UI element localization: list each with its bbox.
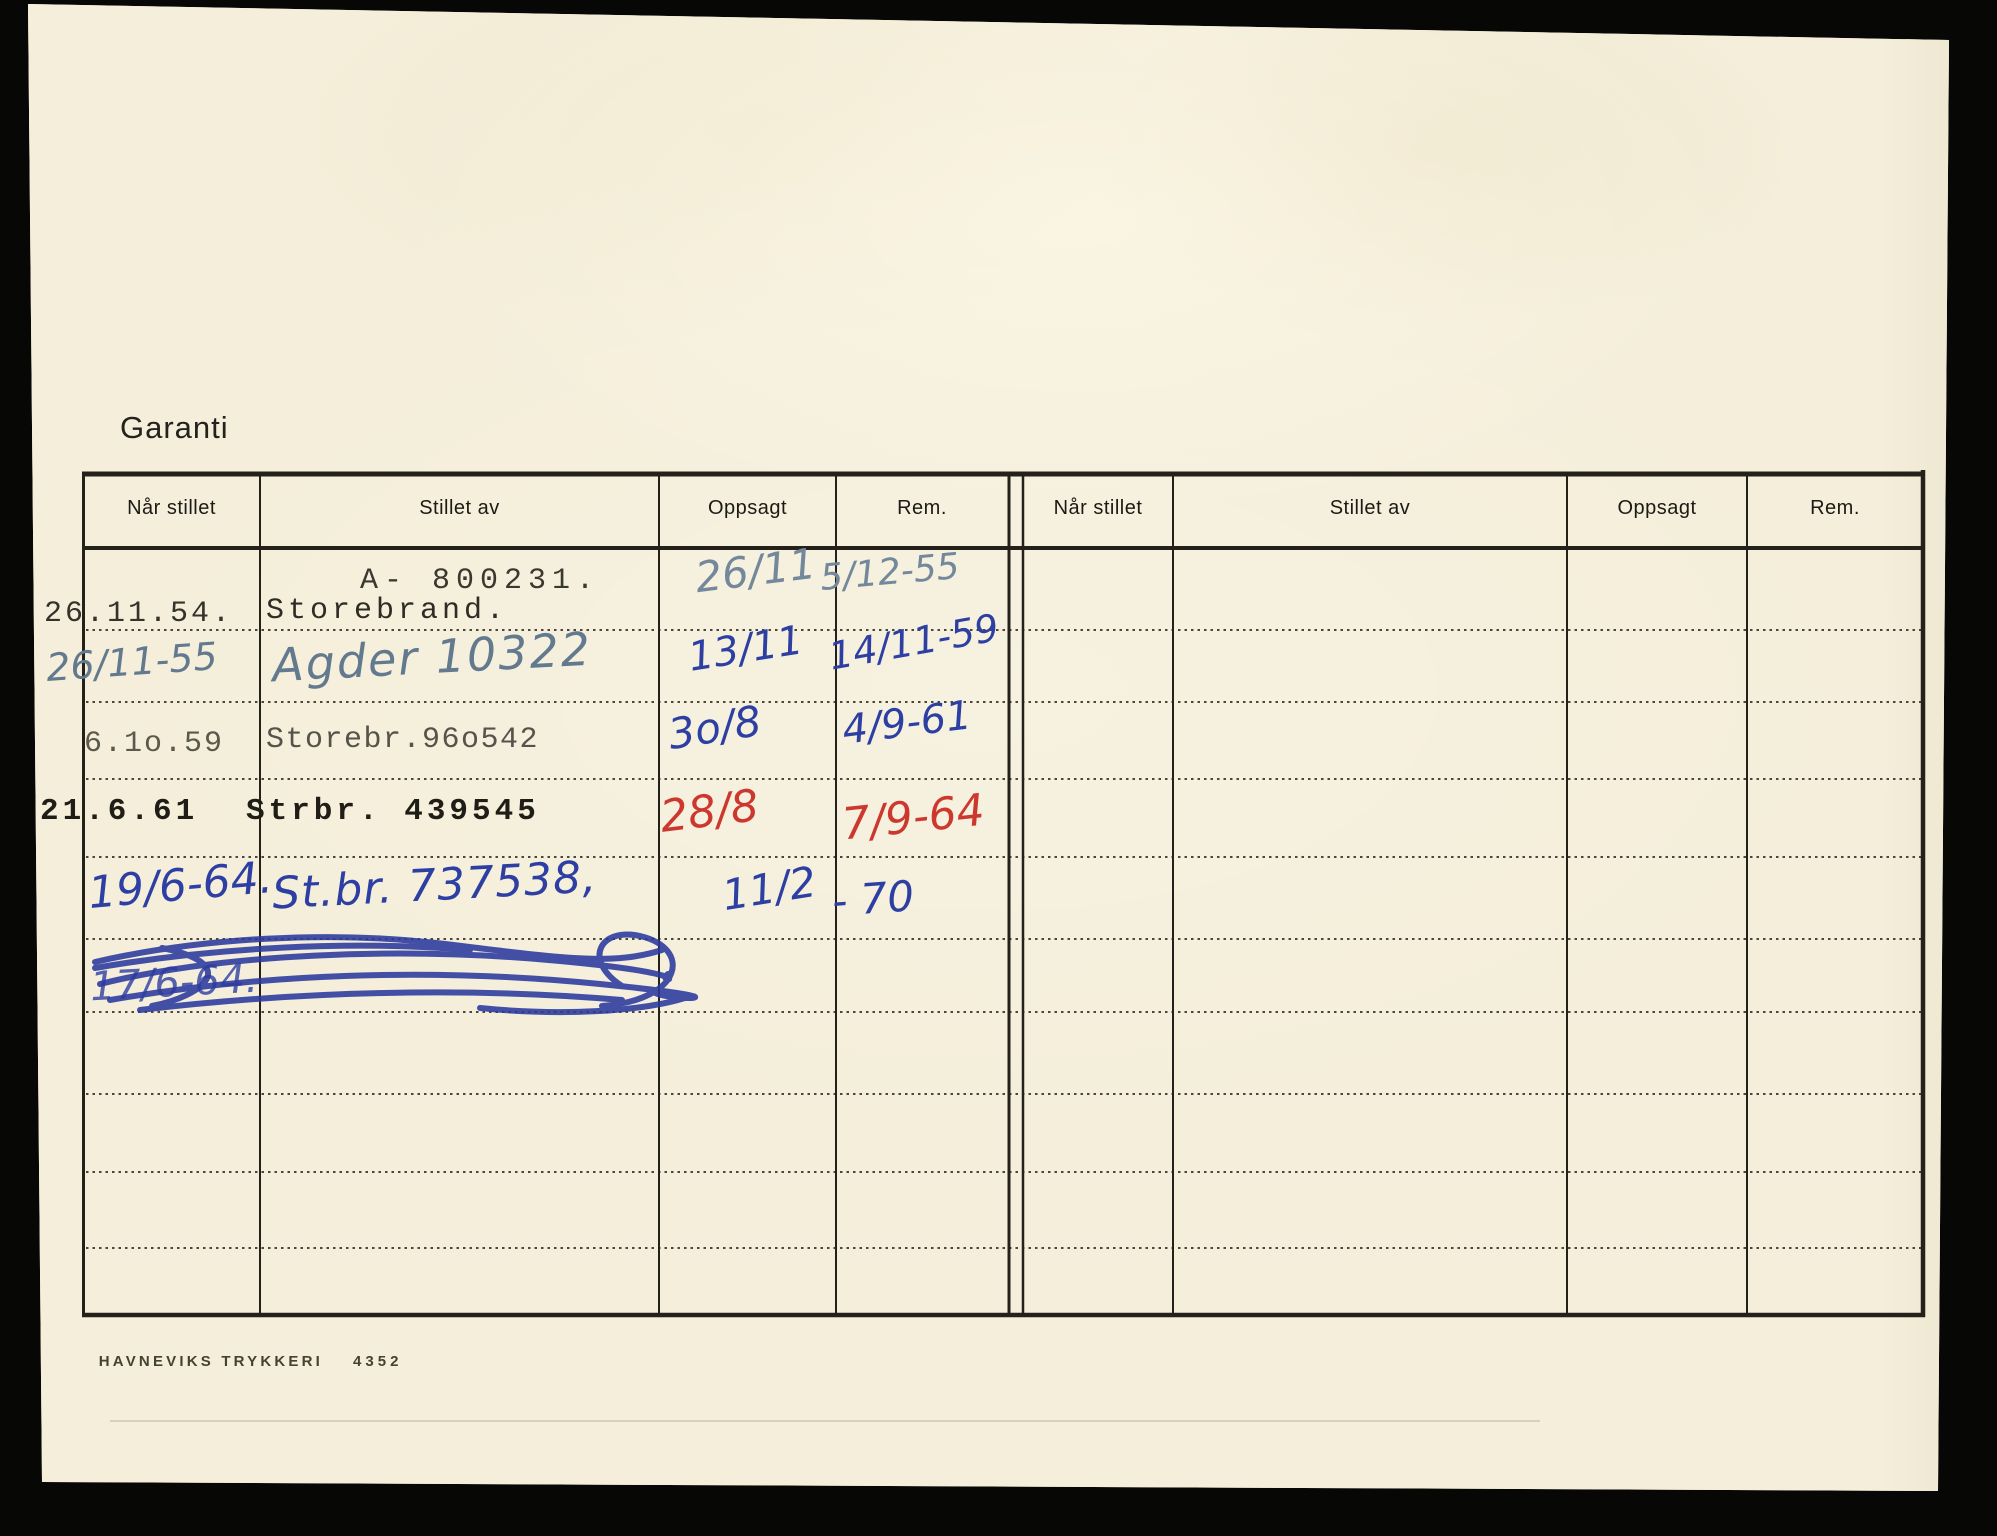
printer-mark: HAVNEVIKS TRYKKERI 4352 — [84, 1336, 402, 1370]
col-header-left-nar-stillet: Når stillet — [127, 497, 216, 519]
entry-row1-stillet-av-line2: Storebrand. — [266, 594, 509, 628]
col-header-left-oppsagt: Oppsagt — [707, 497, 788, 519]
entry-row4-stillet-av: Strbr. 439545 — [246, 794, 540, 829]
entry-row1-stillet-av-line1: A- 800231. — [360, 564, 601, 598]
col-header-right-nar-stillet: Når stillet — [1053, 497, 1143, 519]
printer-mark-number: 4352 — [353, 1353, 403, 1370]
entry-row3-stillet-av: Storebr.96o542 — [266, 723, 540, 757]
page-title: Garanti — [120, 410, 229, 445]
col-header-left-rem: Rem. — [897, 497, 947, 519]
entry-row1-nar-stillet: 26.11.54. — [44, 597, 234, 631]
scan-artifact-line — [110, 1420, 1540, 1422]
entry-row4-nar-stillet: 21.6.61 — [40, 794, 199, 829]
col-header-right-stillet-av: Stillet av — [1329, 497, 1411, 519]
col-header-right-rem: Rem. — [1810, 497, 1860, 519]
entry-row3-nar-stillet: 6.1o.59 — [84, 727, 225, 761]
col-header-left-stillet-av: Stillet av — [419, 497, 500, 519]
col-header-right-oppsagt: Oppsagt — [1617, 497, 1697, 519]
printer-mark-name: HAVNEVIKS TRYKKERI — [98, 1353, 324, 1370]
